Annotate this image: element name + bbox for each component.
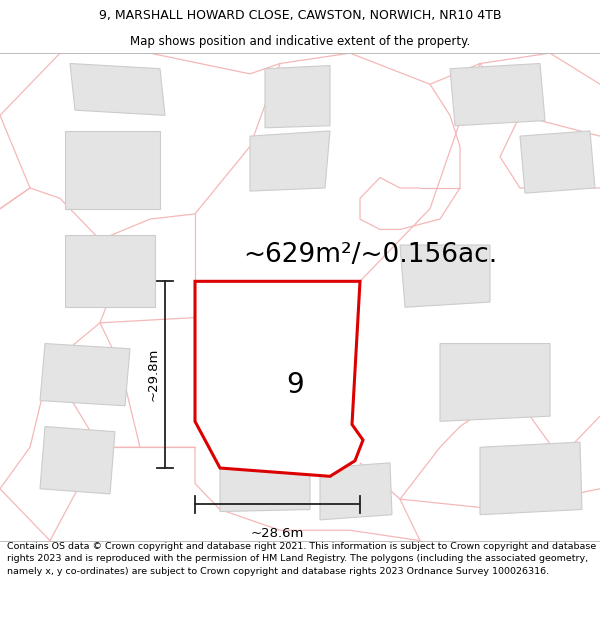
Text: 9, MARSHALL HOWARD CLOSE, CAWSTON, NORWICH, NR10 4TB: 9, MARSHALL HOWARD CLOSE, CAWSTON, NORWI… bbox=[99, 9, 501, 22]
Polygon shape bbox=[195, 281, 363, 476]
Polygon shape bbox=[65, 131, 160, 209]
Text: Map shows position and indicative extent of the property.: Map shows position and indicative extent… bbox=[130, 35, 470, 48]
Polygon shape bbox=[400, 245, 490, 308]
Text: Contains OS data © Crown copyright and database right 2021. This information is : Contains OS data © Crown copyright and d… bbox=[7, 542, 596, 576]
Polygon shape bbox=[40, 344, 130, 406]
Polygon shape bbox=[520, 131, 595, 193]
Polygon shape bbox=[265, 66, 330, 128]
Polygon shape bbox=[320, 463, 392, 520]
Text: ~28.6m: ~28.6m bbox=[251, 527, 304, 540]
Polygon shape bbox=[70, 64, 165, 116]
Text: ~629m²/~0.156ac.: ~629m²/~0.156ac. bbox=[243, 242, 497, 268]
Polygon shape bbox=[480, 442, 582, 515]
Polygon shape bbox=[65, 234, 155, 308]
Polygon shape bbox=[230, 308, 295, 383]
Polygon shape bbox=[450, 64, 545, 126]
Polygon shape bbox=[40, 426, 115, 494]
Text: 9: 9 bbox=[286, 371, 304, 399]
Polygon shape bbox=[440, 344, 550, 421]
Polygon shape bbox=[290, 352, 338, 396]
Text: ~29.8m: ~29.8m bbox=[146, 348, 160, 401]
Polygon shape bbox=[220, 458, 310, 512]
Polygon shape bbox=[250, 131, 330, 191]
